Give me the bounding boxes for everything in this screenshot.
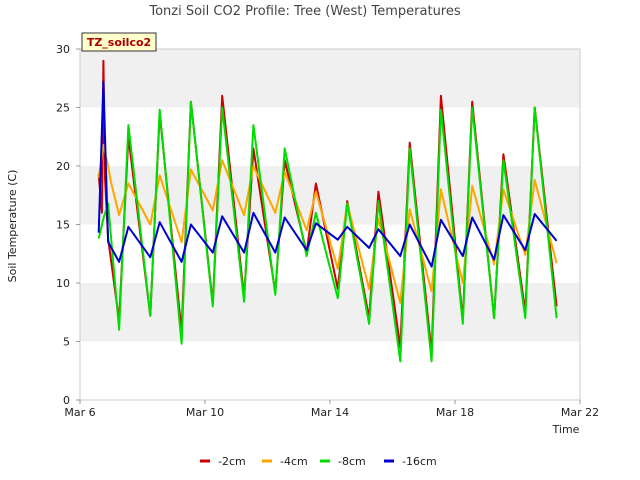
y-tick-label: 10 [56,277,70,290]
y-tick-label: 15 [56,219,70,232]
y-tick-label: 5 [63,336,70,349]
station-tag-box [81,32,157,52]
legend-label: -8cm [338,455,366,468]
x-axis-label: Time [552,423,580,436]
chart-title: Tonzi Soil CO2 Profile: Tree (West) Temp… [148,4,461,19]
x-tick-label: Mar 22 [561,406,599,419]
y-axis: 0 5 10 15 20 25 30 [56,43,80,407]
legend: -2cm -4cm -8cm -16cm [200,455,437,468]
grid-band [80,341,580,400]
y-tick-label: 30 [56,43,70,56]
grid-band [80,166,580,225]
series-line-minus-16cm [97,80,558,268]
y-axis-label: Soil Temperature (C) [6,170,19,283]
x-tick-label: Mar 10 [186,406,224,419]
y-tick-label: 20 [56,160,70,173]
station-tag-label: TZ_soilco2 [87,36,151,49]
x-tick-label: Mar 14 [311,406,349,419]
grid-band [80,107,580,166]
station-tag: TZ_soilco2 [81,32,157,52]
y-tick-label: 25 [56,102,70,115]
legend-label: -4cm [280,455,308,468]
legend-label: -16cm [402,455,437,468]
series-group [97,59,558,363]
y-tick-label: 0 [63,394,70,407]
x-tick-label: Mar 18 [436,406,474,419]
grid-band [80,283,580,342]
x-axis: Mar 6 Mar 10 Mar 14 Mar 18 Mar 22 [64,400,599,419]
x-tick-label: Mar 6 [64,406,95,419]
legend-label: -2cm [218,455,246,468]
grid-band [80,49,580,108]
